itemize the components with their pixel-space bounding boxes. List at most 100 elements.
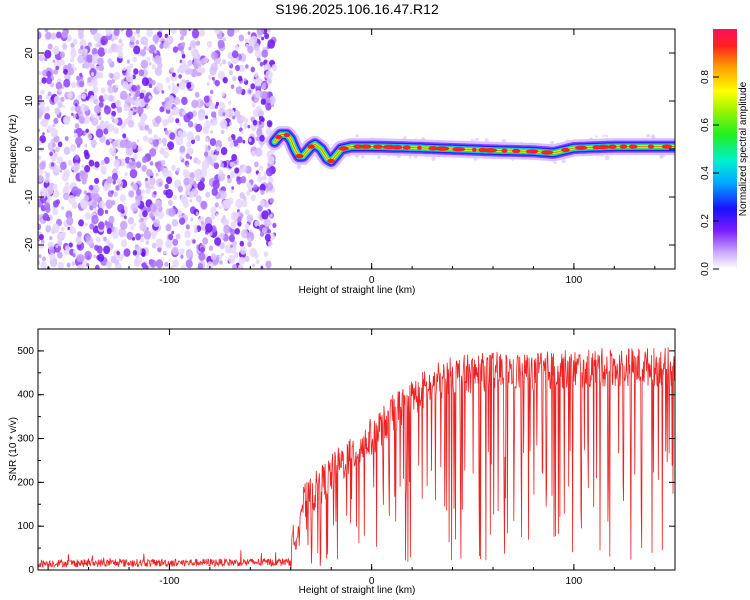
- colorbar-ticks: 0.0 0.2 0.4 0.6 0.8: [700, 70, 719, 276]
- noise-blob: [169, 67, 175, 73]
- noise-blob: [141, 77, 149, 87]
- noise-blob: [93, 193, 100, 202]
- noise-blob: [115, 100, 122, 108]
- noise-blob: [90, 139, 97, 148]
- noise-blob: [258, 171, 262, 176]
- noise-blob: [166, 176, 173, 185]
- snr-background: [38, 329, 675, 570]
- noise-blob: [204, 120, 211, 129]
- noise-blob: [152, 34, 160, 43]
- noise-blob: [180, 29, 188, 37]
- noise-blob: [231, 153, 238, 162]
- noise-blob: [66, 34, 72, 42]
- noise-blob: [176, 68, 181, 74]
- noise-blob: [71, 112, 74, 116]
- noise-blob: [78, 254, 85, 263]
- noise-blob: [222, 37, 227, 42]
- noise-blob: [84, 165, 91, 173]
- noise-blob: [129, 160, 137, 170]
- noise-blob: [91, 72, 95, 77]
- noise-blob: [52, 123, 56, 128]
- noise-blob: [222, 218, 229, 227]
- noise-blob: [103, 156, 110, 164]
- noise-blob: [98, 95, 105, 102]
- noise-blob: [133, 223, 136, 227]
- noise-blob: [115, 84, 119, 88]
- noise-blob: [111, 102, 116, 109]
- signal-peak: [597, 144, 610, 150]
- noise-blob: [240, 176, 247, 184]
- noise-blob: [268, 176, 274, 184]
- noise-blob: [44, 29, 49, 33]
- noise-blob: [191, 99, 199, 109]
- noise-blob: [230, 84, 235, 89]
- noise-blob: [250, 194, 256, 202]
- noise-blob: [201, 221, 204, 225]
- noise-blob: [171, 219, 178, 227]
- spectrogram-frame: [37, 28, 676, 270]
- noise-blob: [68, 195, 76, 205]
- noise-blob: [227, 177, 232, 184]
- noise-blob: [91, 59, 97, 65]
- signal-peak: [373, 144, 383, 149]
- noise-blob: [272, 222, 277, 228]
- noise-blob: [258, 120, 262, 125]
- noise-blob: [247, 45, 254, 54]
- noise-blob: [232, 76, 237, 82]
- snr-line: [38, 347, 675, 570]
- noise-blob: [53, 189, 60, 198]
- signal-peak: [472, 147, 477, 152]
- noise-blob: [89, 184, 94, 191]
- noise-blob: [117, 51, 124, 59]
- snr-series: [38, 347, 675, 570]
- noise-speck: [550, 140, 554, 145]
- noise-blob: [180, 194, 188, 204]
- noise-blob: [240, 164, 244, 169]
- noise-blob: [167, 37, 172, 44]
- noise-blob: [180, 35, 184, 41]
- noise-blob: [60, 96, 65, 103]
- noise-blob: [163, 41, 169, 49]
- noise-blob: [95, 236, 101, 243]
- noise-blob: [235, 86, 243, 95]
- noise-blob: [178, 214, 182, 219]
- noise-blob: [267, 39, 276, 49]
- noise-blob: [221, 199, 230, 209]
- noise-blob: [113, 71, 121, 81]
- noise-blob: [67, 67, 75, 76]
- noise-blob: [256, 128, 263, 137]
- noise-blob: [194, 91, 200, 98]
- noise-speck: [605, 134, 608, 138]
- noise-blob: [246, 214, 254, 223]
- noise-blob: [142, 156, 148, 163]
- noise-blob: [146, 168, 153, 177]
- noise-blob: [219, 62, 223, 67]
- noise-blob: [110, 255, 117, 264]
- noise-blob: [135, 29, 140, 34]
- noise-blob: [138, 69, 145, 77]
- noise-blob: [97, 57, 104, 66]
- noise-blob: [76, 264, 84, 269]
- noise-blob: [199, 29, 206, 37]
- noise-blob: [191, 136, 195, 140]
- noise-blob: [45, 106, 50, 112]
- noise-blob: [86, 263, 90, 267]
- signal-peak: [452, 147, 466, 152]
- noise-blob: [134, 99, 141, 107]
- noise-blob: [202, 237, 209, 245]
- noise-blob: [167, 141, 175, 151]
- noise-blob: [263, 251, 269, 257]
- noise-blob: [159, 166, 164, 171]
- noise-blob: [148, 95, 152, 100]
- noise-blob: [236, 216, 242, 223]
- noise-blob: [267, 229, 271, 234]
- noise-blob: [210, 253, 217, 261]
- noise-blob: [140, 112, 148, 122]
- noise-blob: [135, 199, 141, 206]
- noise-blob: [197, 111, 206, 121]
- noise-blob: [144, 124, 150, 131]
- noise-blob: [113, 127, 119, 135]
- noise-blob: [125, 105, 130, 111]
- noise-blob: [60, 161, 67, 171]
- noise-blob: [59, 51, 65, 59]
